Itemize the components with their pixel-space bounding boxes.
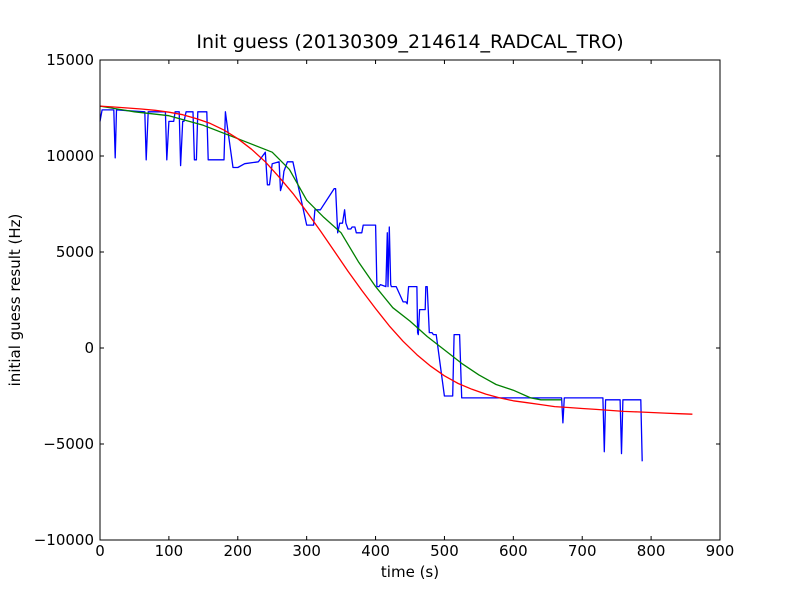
series-layer xyxy=(99,105,693,462)
y-tick-label: −5000 xyxy=(43,435,94,453)
x-tick-label: 900 xyxy=(706,542,735,560)
y-tick-label: 5000 xyxy=(56,243,94,261)
x-tick-label: 400 xyxy=(361,542,390,560)
x-tick-label: 300 xyxy=(292,542,321,560)
x-tick-label: 600 xyxy=(499,542,528,560)
series-line-3 xyxy=(99,105,693,415)
y-tick-label: 0 xyxy=(84,339,94,357)
tick-layer: 0 100 200 300 400 500 600 700 800 900 −10000 −5000 0… xyxy=(34,51,735,560)
x-tick-label: 0 xyxy=(95,542,105,560)
y-axis-label: initial guess result (Hz) xyxy=(6,214,24,387)
y-tick-label: −10000 xyxy=(34,531,94,549)
chart-title: Init guess (20130309_214614_RADCAL_TRO) xyxy=(196,31,623,53)
x-tick-label: 100 xyxy=(155,542,184,560)
x-axis-label: time (s) xyxy=(381,563,439,581)
y-tick-label: 10000 xyxy=(46,147,94,165)
x-tick-label: 500 xyxy=(430,542,459,560)
y-tick-label: 15000 xyxy=(46,51,94,69)
series-line-1 xyxy=(99,109,643,462)
series-line-2 xyxy=(99,105,562,401)
x-tick-label: 200 xyxy=(223,542,252,560)
plot-frame xyxy=(99,59,721,541)
x-tick-label: 700 xyxy=(568,542,597,560)
x-tick-label: 800 xyxy=(637,542,666,560)
